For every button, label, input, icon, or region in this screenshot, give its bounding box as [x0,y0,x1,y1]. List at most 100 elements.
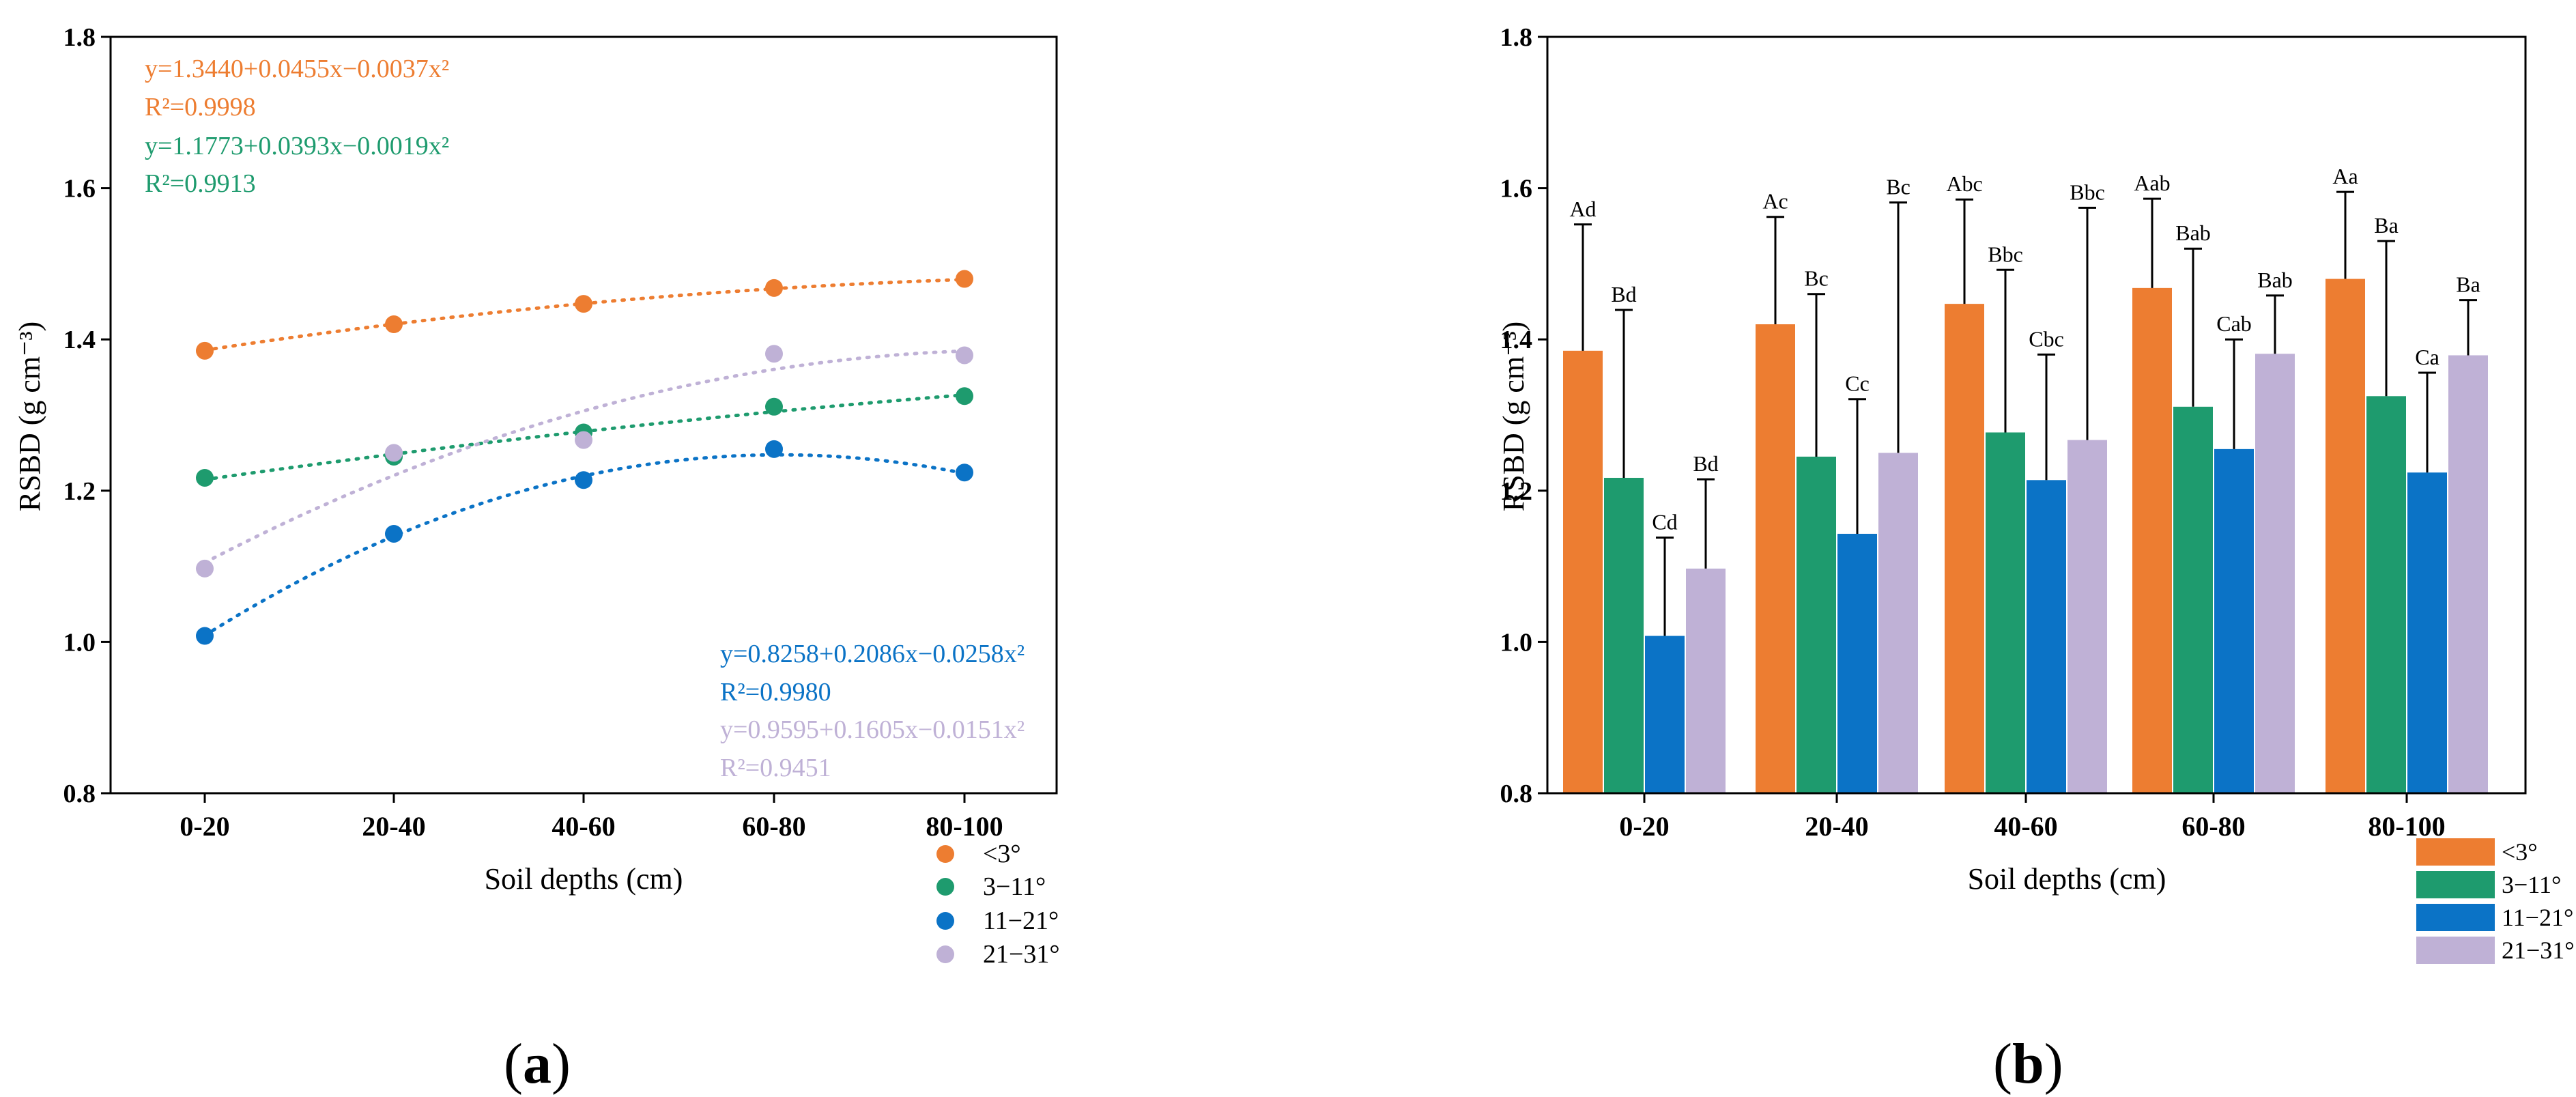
bar [2448,355,2488,793]
equation-lt3: y=1.3440+0.0455x−0.0037x² [145,55,449,83]
data-point [765,397,783,416]
significance-label: Bc [1886,175,1910,199]
legend-label: 3−11° [983,872,1046,901]
data-point [196,559,214,578]
r2-3-11: R²=0.9913 [145,169,256,198]
y-tick-label-a: 1.2 [63,477,96,506]
y-tick-label-a: 0.8 [63,780,96,808]
equation-3-11: y=1.1773+0.0393x−0.0019x² [145,132,449,160]
data-point [956,346,973,365]
legend-label: 21−31° [983,940,1060,969]
y-tick-label-b: 1.8 [1500,23,1533,52]
legend-label-b: 3−11° [2502,871,2561,898]
data-point [956,387,973,405]
significance-label: Aa [2332,164,2358,188]
significance-label: Ad [1569,197,1596,221]
x-axis-label-a: Soil depths (cm) [485,862,683,896]
y-tick-label-a: 1.6 [63,175,96,203]
figure-svg: 0.8 1.0 1.2 1.4 1.6 1.8 0-20 20-40 40-60 60-80 80-… [13,23,2575,969]
y-tick-label-a: 1.0 [63,628,96,657]
bar [1837,533,1877,793]
bar [2325,279,2365,793]
x-tick-label-b: 20-40 [1805,811,1868,842]
bar [1986,432,2025,793]
legend-swatch [2416,904,2495,931]
y-axis-label-a: RSBD (g cm⁻³) [13,322,46,511]
legend-swatch [2416,937,2495,964]
y-tick-label-b: 1.0 [1500,628,1533,657]
data-point [385,444,403,462]
bar [1797,456,1836,793]
y-tick-label-a: 1.8 [63,23,96,52]
data-point [385,524,403,543]
bar [2214,448,2254,793]
data-point [765,440,783,458]
significance-label: Bd [1693,451,1718,476]
y-tick-label-a: 1.4 [63,326,96,354]
data-point [385,315,403,334]
significance-label: Abc [1946,171,1982,196]
legend-label-b: <3° [2502,838,2538,866]
x-tick-label-a: 80-100 [926,811,1003,842]
data-point [575,295,592,313]
legend-swatch [2416,871,2495,898]
x-tick-label-a: 40-60 [552,811,615,842]
x-axis-label-b: Soil depths (cm) [1968,862,2166,896]
y-tick-label-b: 1.6 [1500,175,1533,203]
significance-label: Bd [1611,282,1636,307]
y-tick-label-b: 1.2 [1500,477,1533,506]
data-point [765,279,783,297]
bar [1604,477,1644,793]
significance-label: Cc [1845,371,1870,396]
equation-11-21: y=0.8258+0.2086x−0.0258x² [720,640,1025,668]
x-tick-label-b: 40-60 [1994,811,2057,842]
bar [2366,396,2406,793]
bar [2173,406,2213,793]
significance-label: Bbc [2070,180,2105,204]
bar [1878,453,1918,793]
bar [2132,287,2172,794]
bar [1563,350,1603,793]
plot-frame-b [1546,35,2527,795]
figure: 0.8 1.0 1.2 1.4 1.6 1.8 0-20 20-40 40-60 60-80 80-… [13,23,2575,1096]
significance-label: Ba [2456,272,2480,297]
significance-label: Ca [2415,345,2439,369]
bar [1945,304,1984,793]
bar [1686,568,1726,793]
data-point [196,341,214,360]
significance-label: Cab [2216,311,2252,336]
data-point [575,471,592,489]
legend-label: <3° [983,840,1021,868]
significance-label: Bab [2175,220,2211,245]
significance-label: Aab [2134,171,2170,195]
legend-label: 11−21° [983,907,1059,935]
x-tick-label-b: 60-80 [2181,811,2245,842]
x-tick-label-b: 0-20 [1619,811,1669,842]
bar [2255,354,2295,793]
significance-label: Bab [2257,268,2293,292]
y-tick-label-b: 0.8 [1500,780,1533,808]
data-point [956,270,973,288]
data-point [956,464,973,482]
bar [2407,472,2447,793]
x-tick-label-b: 80-100 [2368,811,2445,842]
legend-label-b: 11−21° [2502,904,2573,931]
significance-label: Cd [1652,509,1677,534]
significance-label: Cbc [2029,326,2064,351]
significance-label: Ac [1762,189,1788,214]
x-tick-label-a: 60-80 [742,811,805,842]
x-tick-label-a: 20-40 [362,811,425,842]
bar [2067,440,2107,793]
fit-curve-0 [203,278,963,352]
data-point [575,431,592,449]
legend-label-b: 21−31° [2502,937,2575,964]
data-point [196,627,214,645]
bar [1645,636,1685,793]
bar [1756,324,1795,793]
significance-label: Ba [2374,213,2399,238]
r2-21-31: R²=0.9451 [720,754,831,782]
legend-marker [936,878,954,896]
significance-label: Bbc [1988,242,2023,266]
y-tick-label-b: 1.4 [1500,326,1533,354]
significance-label: Bc [1804,266,1829,291]
